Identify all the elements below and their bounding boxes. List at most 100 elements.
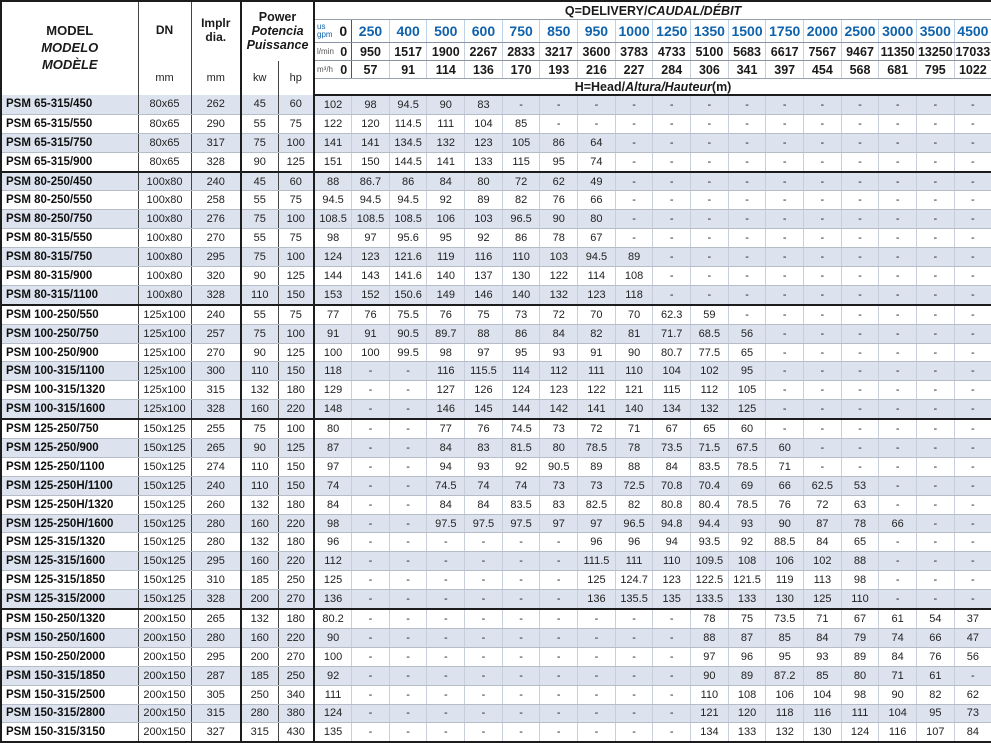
head-value-cell: 119 [426,247,466,268]
power-hp-cell: 100 [278,209,315,230]
head-value-cell: - [878,324,917,344]
head-value-cell: - [803,133,842,153]
power-kw-cell: 110 [241,285,279,306]
impeller-dia-cell: 287 [191,666,242,686]
table-row: PSM 100-315/1320 125x100 315 132 180 129- -127… [1,380,991,401]
impeller-dia-cell: 258 [191,190,242,211]
head-value-cell: 88.5 [765,532,805,553]
head-value-cell: 90.5 [539,457,579,477]
table-row: PSM 100-250/750 125x100 257 75 100 91 91 90.5 89… [1,324,991,344]
head-value-cell: - [841,399,880,420]
head-value-cell: - [916,589,955,610]
head-value-cell: 70 [615,303,654,325]
table-row: PSM 100-315/1600 125x100 328 160 220 148- -146… [1,399,991,420]
power-hp-cell: 150 [278,285,315,306]
head-value-cell: - [803,418,842,440]
head-value-cell: 118 [615,285,654,306]
impeller-dia-cell: 240 [191,476,242,496]
power-hp-cell: 220 [278,551,315,572]
head-value-cell: 95.6 [389,228,428,249]
impeller-dia-cell: 328 [191,152,242,173]
table-row: PSM 100-250/550 125x100 240 55 75 77 76 75.5 76 7… [1,303,991,325]
head-value-cell: 71 [803,608,842,629]
head-value-cell: 135 [314,722,353,743]
impeller-dia-cell: 270 [191,343,242,363]
head-value-cell: 85 [502,114,541,134]
head-value-cell: - [464,666,503,686]
head-value-cell: 91 [577,343,616,363]
power-header-fr: Puissance [246,38,309,53]
head-value-cell: - [954,514,991,534]
lmin-value-cell: 5100 [690,42,729,61]
power-hp-cell: 180 [278,608,315,629]
head-value-cell: 61 [916,666,955,686]
power-kw-cell: 90 [241,438,279,458]
head-value-cell: - [690,152,729,173]
head-value-cell: - [841,170,880,192]
head-value-cell: 153 [314,285,353,306]
gpm-value-cell: 400 [389,19,428,43]
head-value-cell: 78.5 [577,438,616,458]
head-value-cell: - [803,380,842,401]
head-value-cell: 115 [502,152,541,173]
head-value-cell: - [765,380,805,401]
head-value-cell: 62.3 [652,303,692,325]
head-value-cell: 109.5 [690,551,729,572]
head-value-cell: - [954,666,991,686]
power-kw-cell: 75 [241,418,279,440]
m3h-value-cell: 1022 [954,60,991,79]
head-value-cell: 97 [539,514,579,534]
impeller-dia-cell: 317 [191,133,242,153]
table-row: PSM 125-250H/1320 150x125 260 132 180 84- -84 8… [1,495,991,515]
lmin-value-cell: 13250 [916,42,955,61]
power-hp-cell: 100 [278,133,315,153]
power-hp-cell: 180 [278,495,315,515]
head-value-cell: 102 [803,551,842,572]
head-value-cell: 125 [803,589,842,610]
head-value-cell: 78 [841,514,880,534]
head-value-cell: 118 [765,704,805,724]
head-value-cell: - [539,589,579,610]
impeller-dia-cell: 328 [191,285,242,306]
head-value-cell: - [615,114,654,134]
head-value-cell: - [954,343,991,363]
head-value-cell: - [765,399,805,420]
head-value-cell: 108 [728,551,767,572]
head-value-cell: 62 [954,685,991,705]
head-value-cell: - [389,704,428,724]
power-hp-cell: 125 [278,152,315,173]
lmin-value-cell: 3783 [615,42,654,61]
head-value-cell: - [615,190,654,211]
head-value-cell: - [728,95,767,115]
power-kw-cell: 250 [241,685,279,705]
power-kw-cell: 132 [241,380,279,401]
head-value-cell: - [728,133,767,153]
head-value-cell: 97 [577,514,616,534]
head-value-cell: 95 [765,647,805,667]
table-header: MODEL MODELO MODÈLE DN Implr dia. Power … [1,1,991,96]
table-row: PSM 125-315/1850 150x125 310 185 250 125- - - - -… [1,570,991,591]
head-value-cell: 97.5 [502,514,541,534]
power-hp-cell: 250 [278,666,315,686]
head-value-cell: 94.5 [314,190,353,211]
head-value-cell: - [389,514,428,534]
head-value-cell: - [878,190,917,211]
head-value-cell: - [351,418,390,440]
head-value-cell: - [916,495,955,515]
head-value-cell: 54 [916,608,955,629]
head-value-cell: 90 [539,209,579,230]
head-value-cell: 84 [954,722,991,743]
head-value-cell: - [464,570,503,591]
impeller-dia-cell: 295 [191,647,242,667]
impeller-dia-cell: 270 [191,228,242,249]
head-value-cell: 95 [728,361,767,382]
head-value-cell: 136 [314,589,353,610]
head-value-cell: 140 [426,266,466,286]
head-value-cell: - [539,551,579,572]
head-value-cell: 145 [464,399,503,420]
head-value-cell: 149 [426,285,466,306]
head-value-cell: 102 [690,361,729,382]
head-value-cell: 74.5 [426,476,466,496]
dn-cell: 100x80 [138,228,192,249]
head-value-cell: 135.5 [615,589,654,610]
